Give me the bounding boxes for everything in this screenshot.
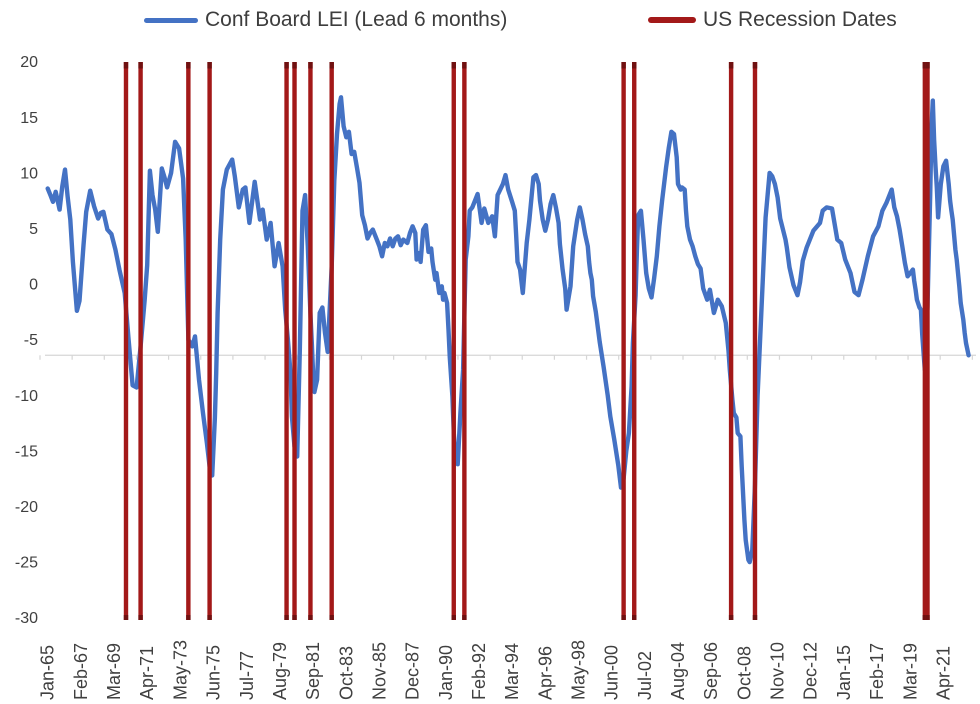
y-axis-label: -15 (15, 443, 38, 460)
recession-line-bottom-cap (922, 615, 928, 620)
recession-line-bottom-cap (621, 615, 626, 620)
x-axis-label: Dec-12 (801, 642, 821, 700)
recession-line-bottom-cap (752, 615, 758, 620)
recession-line-bottom-cap (284, 615, 289, 620)
x-axis-label: Jan-90 (436, 645, 456, 700)
legend-item-recession: US Recession Dates (648, 4, 897, 36)
recession-line-bottom-cap (728, 615, 734, 620)
x-axis-label: Sep-06 (701, 642, 721, 700)
x-axis-label: Apr-71 (137, 646, 157, 700)
x-axis-label: Dec-87 (403, 642, 423, 700)
recession-line-top-cap (752, 62, 758, 69)
y-axis-label: -20 (15, 499, 38, 516)
x-axis-label: Oct-83 (336, 646, 356, 700)
legend-item-lei: Conf Board LEI (Lead 6 months) (144, 4, 507, 36)
recession-line-bottom-cap (308, 615, 313, 620)
x-axis-label: Feb-67 (71, 643, 91, 700)
recession-line-top-cap (621, 62, 626, 69)
lei-line (45, 95, 971, 565)
recession-line-bottom-cap (123, 615, 129, 620)
x-axis-label: Mar-94 (502, 643, 522, 700)
x-axis-label: Feb-92 (469, 643, 489, 700)
x-axis-label: Jul-02 (635, 651, 655, 700)
x-axis-label: Jan-15 (834, 645, 854, 700)
y-axis-label: -5 (24, 332, 38, 349)
recession-legend-line-swatch-icon (648, 17, 696, 23)
x-axis-label: Feb-17 (867, 643, 887, 700)
recession-line-top-cap (284, 62, 289, 69)
y-axis-label: 0 (29, 277, 38, 294)
recession-line-top-cap (329, 62, 334, 69)
x-axis-label: Aug-79 (270, 642, 290, 700)
recession-line-bottom-cap (925, 615, 930, 620)
recession-line-top-cap (186, 62, 191, 69)
lei-legend-line-swatch-icon (144, 17, 198, 23)
recession-line-top-cap (451, 62, 456, 69)
recession-line-bottom-cap (462, 615, 467, 620)
y-axis-label: 15 (20, 110, 38, 127)
y-axis-label: -30 (15, 610, 38, 627)
x-axis-label: May-98 (569, 640, 589, 700)
recession-line-top-cap (207, 62, 212, 69)
legend-item-lei-label: Conf Board LEI (Lead 6 months) (205, 8, 508, 31)
x-axis-label: Aug-04 (668, 642, 688, 700)
recession-line-top-cap (632, 62, 637, 69)
x-axis-label: Jan-65 (38, 645, 58, 700)
recession-line-top-cap (922, 62, 928, 69)
recession-line-bottom-cap (138, 615, 143, 620)
recession-line-top-cap (123, 62, 129, 69)
x-axis-label: Apr-21 (933, 646, 953, 700)
recession-line-bottom-cap (451, 615, 456, 620)
recession-line-top-cap (292, 62, 297, 69)
x-axis-label: Sep-81 (303, 642, 323, 700)
recession-line-bottom-cap (292, 615, 297, 620)
x-axis-label: Jun-00 (602, 645, 622, 700)
recession-line-bottom-cap (632, 615, 637, 620)
x-axis-label: Mar-19 (900, 643, 920, 700)
y-axis-label: 10 (20, 165, 38, 182)
y-axis-label: -10 (15, 388, 38, 405)
recession-line-bottom-cap (329, 615, 334, 620)
recession-line-top-cap (138, 62, 143, 69)
x-axis-label: Nov-10 (768, 642, 788, 700)
x-axis-label: Apr-96 (535, 646, 555, 700)
y-axis-label: -25 (15, 555, 38, 572)
x-axis-label: May-73 (170, 640, 190, 700)
recession-line-top-cap (462, 62, 467, 69)
recession-line-top-cap (308, 62, 313, 69)
chart-legend: Conf Board LEI (Lead 6 months) US Recess… (0, 4, 980, 36)
legend-item-recession-label: US Recession Dates (703, 8, 897, 31)
x-axis-label: Jul-77 (237, 651, 257, 700)
recession-line-top-cap (728, 62, 734, 69)
recession-line-bottom-cap (207, 615, 212, 620)
x-axis-label: Jun-75 (204, 645, 224, 700)
y-axis-label: 5 (29, 221, 38, 238)
y-axis-label: 20 (20, 54, 38, 71)
x-axis-label: Mar-69 (104, 643, 124, 700)
recession-line-bottom-cap (186, 615, 191, 620)
recession-line-top-cap (925, 62, 930, 69)
x-axis-label: Oct-08 (734, 646, 754, 700)
x-axis-label: Nov-85 (369, 642, 389, 700)
